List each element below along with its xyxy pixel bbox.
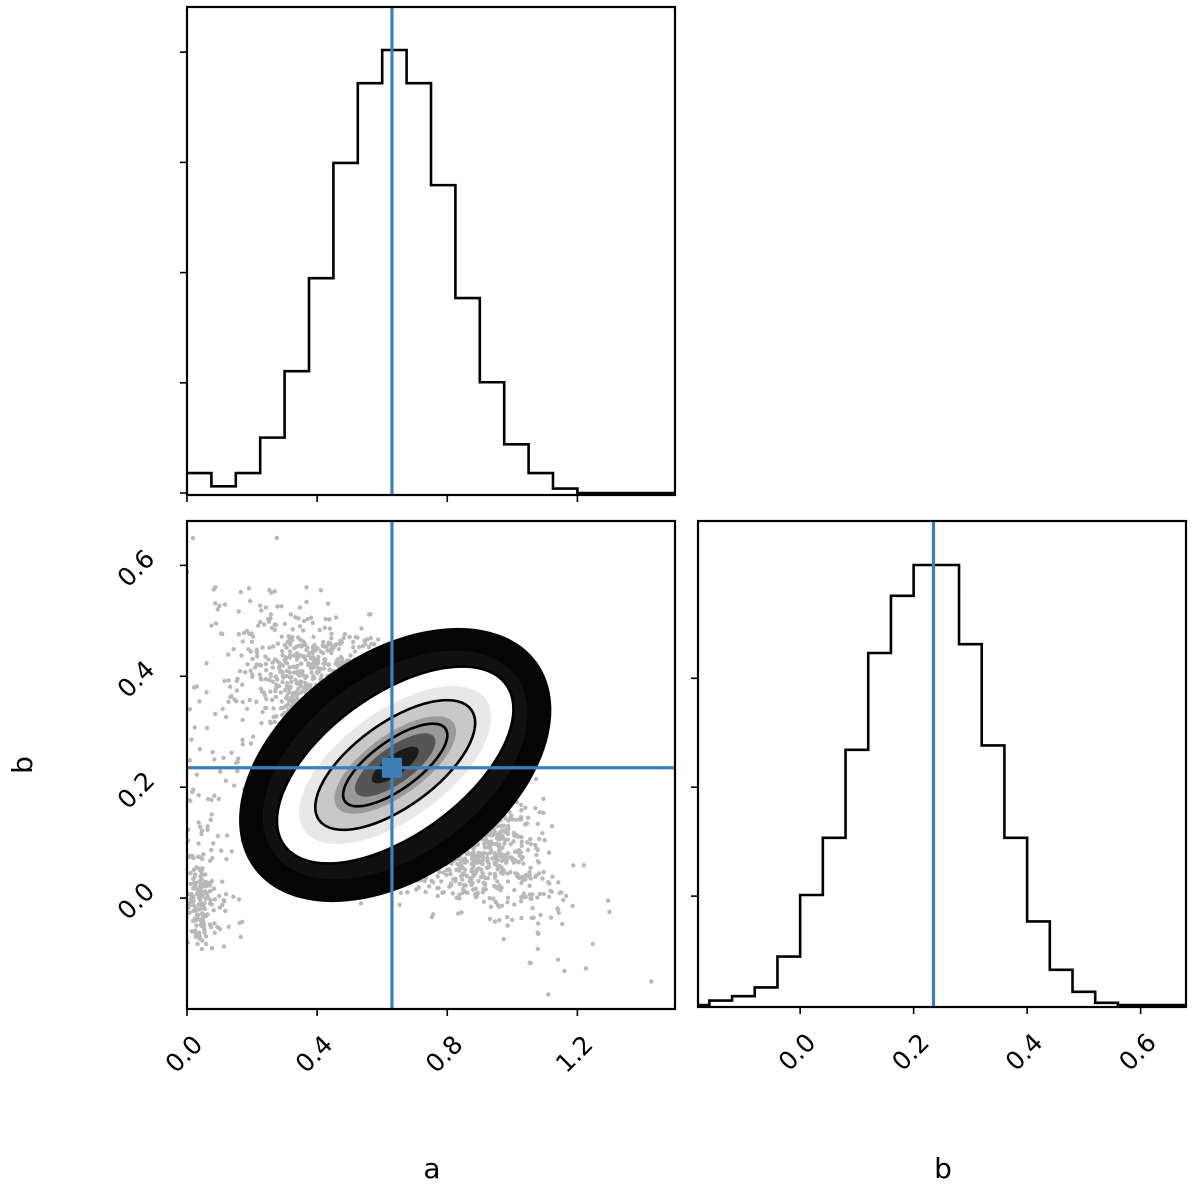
contour-middle	[313, 698, 477, 832]
y-tick-label-b: 0.0	[112, 877, 161, 926]
histogram-a-steps	[187, 48, 675, 495]
joint-frame	[185, 519, 677, 1011]
y-tick-label-b: 0.4	[112, 655, 161, 704]
x-tick-label-a: 0.8	[420, 1030, 469, 1079]
joint-density-panel: 0.0 0.4 0.8 1.2 0.0 0.2 0.4 0.6	[112, 519, 677, 1079]
contour-inner	[341, 722, 449, 808]
hist-b-frame	[696, 519, 1188, 1009]
x-tick-label-a: 0.0	[160, 1030, 209, 1079]
hist-a-panel	[180, 5, 677, 502]
y-tick-label-b: 0.6	[112, 544, 161, 593]
truth-point-marker	[381, 757, 402, 778]
x-tick-label-b: 0.4	[1000, 1028, 1049, 1077]
x-axis-label-a: a	[423, 1152, 440, 1185]
x-axis-label-b: b	[934, 1152, 952, 1185]
x-tick-label-b: 0.6	[1113, 1028, 1162, 1077]
x-tick-label-b: 0.0	[773, 1028, 822, 1077]
x-tick-label-b: 0.2	[886, 1028, 935, 1077]
hist-b-panel: 0.0 0.2 0.4 0.6	[691, 519, 1188, 1077]
hist-a-frame	[185, 5, 677, 497]
contour-outer	[275, 665, 515, 865]
histogram-b-steps	[698, 563, 1186, 1007]
y-tick-label-b: 0.2	[112, 766, 161, 815]
y-axis-label-b: b	[6, 756, 39, 774]
x-tick-label-a: 0.4	[290, 1030, 339, 1079]
x-tick-label-a: 1.2	[550, 1030, 599, 1079]
